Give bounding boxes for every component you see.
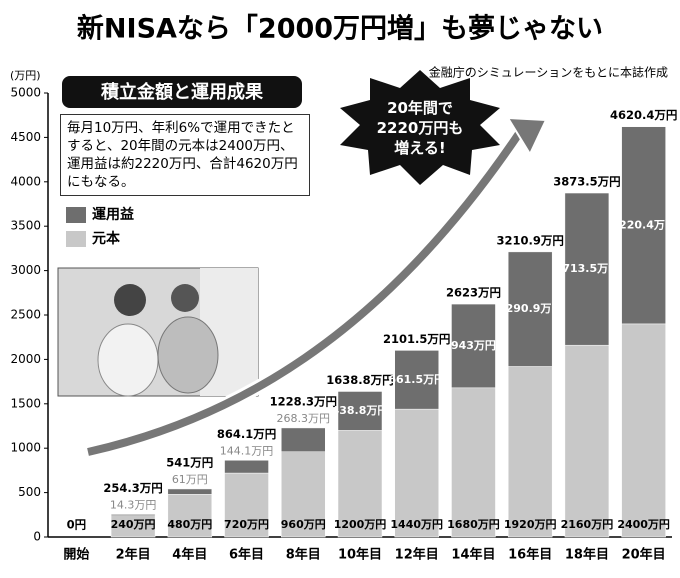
bar-segment bbox=[451, 387, 496, 538]
total-label: 1638.8万円 bbox=[326, 373, 393, 387]
x-tick-label: 8年目 bbox=[286, 547, 321, 563]
value-label: 1713.5万円 bbox=[555, 262, 619, 275]
total-label: 0円 bbox=[67, 518, 87, 532]
value-label: 14.3万円 bbox=[110, 498, 157, 511]
legend-label: 元本 bbox=[92, 230, 121, 247]
value-label: 2160万円 bbox=[561, 518, 614, 531]
source: 金融庁のシミュレーションをもとに本誌作成 bbox=[429, 65, 668, 80]
value-label: 1680万円 bbox=[447, 518, 500, 531]
panel-title-bg bbox=[62, 76, 302, 108]
value-label: 438.8万円 bbox=[332, 404, 389, 417]
y-tick-label: 500 bbox=[18, 485, 41, 499]
y-tick-label: 0 bbox=[33, 530, 41, 544]
x-tick-label: 18年目 bbox=[565, 547, 609, 563]
bar-segment bbox=[507, 251, 553, 367]
panel-title: 積立金額と運用成果 bbox=[100, 81, 264, 103]
total-label: 4620.4万円 bbox=[610, 108, 677, 122]
total-label: 2623万円 bbox=[446, 286, 501, 300]
y-tick-label: 2500 bbox=[10, 308, 41, 322]
arrow-head bbox=[506, 116, 548, 157]
legend-swatch bbox=[66, 231, 86, 247]
bar-segment bbox=[110, 514, 156, 516]
bar-segment bbox=[167, 494, 213, 538]
bar-segment bbox=[507, 366, 553, 538]
y-tick-label: 2000 bbox=[10, 352, 41, 366]
y-tick-label: 3500 bbox=[10, 219, 41, 233]
x-tick-label: 16年目 bbox=[508, 547, 552, 563]
total-label: 1228.3万円 bbox=[270, 394, 337, 408]
note: 毎月10万円、年利6%で運用できたとすると、20年間の元本は2400万円、運用益… bbox=[60, 114, 310, 196]
total-label: 3210.9万円 bbox=[496, 233, 563, 247]
total-label: 864.1万円 bbox=[217, 427, 276, 441]
bar-segment bbox=[337, 391, 383, 431]
arrow bbox=[87, 129, 524, 456]
chart-title: 新NISAなら「2000万円増」も夢じゃない bbox=[77, 13, 603, 45]
value-label: 268.3万円 bbox=[277, 412, 331, 425]
y-tick-label: 4000 bbox=[10, 174, 41, 188]
y-tick-label: 3000 bbox=[10, 263, 41, 277]
x-tick-label: 14年目 bbox=[451, 547, 495, 563]
value-label: 1290.9万円 bbox=[498, 302, 562, 315]
callout-burst bbox=[340, 70, 500, 185]
bar-segment bbox=[621, 126, 666, 325]
total-label: 2101.5万円 bbox=[383, 332, 450, 346]
value-label: 2220.4万円 bbox=[611, 218, 675, 231]
photo bbox=[57, 267, 259, 397]
value-label: 1440万円 bbox=[390, 518, 443, 531]
value-label: 661.5万円 bbox=[388, 373, 445, 386]
value-label: 960万円 bbox=[281, 518, 326, 531]
value-label: 1920万円 bbox=[504, 518, 557, 531]
value-label: 720万円 bbox=[224, 518, 269, 531]
x-tick-label: 開始 bbox=[63, 547, 89, 563]
x-tick-label: 12年目 bbox=[395, 547, 439, 563]
y-tick-label: 5000 bbox=[10, 86, 41, 100]
bar-segment bbox=[621, 323, 666, 538]
y-unit: (万円) bbox=[10, 69, 41, 82]
value-label: 2400万円 bbox=[617, 518, 670, 531]
legend-swatch bbox=[66, 207, 86, 223]
bar-segment bbox=[451, 303, 496, 389]
legend-label: 運用益 bbox=[92, 206, 134, 223]
x-tick-label: 4年目 bbox=[172, 547, 207, 563]
bar-segment bbox=[281, 451, 326, 538]
value-label: 240万円 bbox=[111, 518, 156, 531]
bar-segment bbox=[281, 427, 326, 453]
y-tick-label: 1500 bbox=[10, 396, 41, 410]
value-label: 480万円 bbox=[167, 518, 212, 531]
y-tick-label: 4500 bbox=[10, 130, 41, 144]
total-label: 3873.5万円 bbox=[553, 175, 620, 189]
bar-segment bbox=[224, 460, 269, 474]
bar-segment bbox=[337, 430, 383, 538]
value-label: 943万円 bbox=[451, 339, 496, 352]
value-label: 61万円 bbox=[172, 473, 208, 486]
bar-segment bbox=[167, 488, 213, 495]
x-tick-label: 20年目 bbox=[622, 547, 666, 563]
total-label: 541万円 bbox=[166, 455, 213, 469]
value-label: 1200万円 bbox=[334, 518, 387, 531]
x-tick-label: 2年目 bbox=[116, 547, 151, 563]
x-tick-label: 6年目 bbox=[229, 547, 264, 563]
y-tick-label: 1000 bbox=[10, 441, 41, 455]
value-label: 144.1万円 bbox=[220, 444, 274, 457]
bar-segment bbox=[564, 192, 610, 346]
bar-segment bbox=[394, 350, 439, 410]
total-label: 254.3万円 bbox=[103, 481, 162, 495]
x-tick-label: 10年目 bbox=[338, 547, 382, 563]
callout: 20年間で2220万円も増える! bbox=[376, 99, 464, 157]
bar-segment bbox=[564, 344, 610, 538]
